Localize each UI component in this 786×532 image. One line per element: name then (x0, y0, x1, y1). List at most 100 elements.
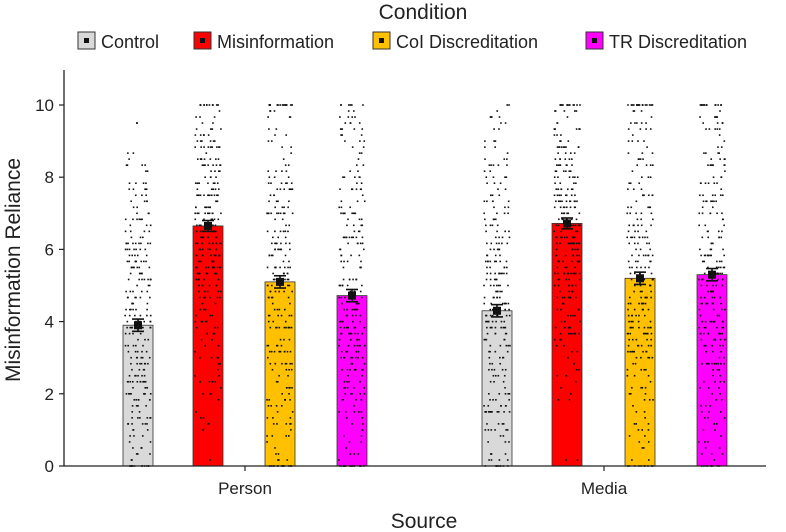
data-point (649, 128, 652, 130)
data-point (140, 218, 142, 221)
data-point (201, 140, 203, 142)
data-point (279, 338, 282, 341)
data-point (503, 338, 506, 341)
data-point (279, 230, 282, 233)
data-point (138, 278, 140, 281)
data-point (645, 164, 648, 166)
data-point (630, 236, 632, 239)
data-point (214, 326, 217, 329)
data-point (132, 429, 135, 431)
data-point (269, 194, 272, 197)
data-point (578, 260, 581, 263)
data-point (496, 411, 499, 413)
data-point (268, 176, 271, 178)
data-point (483, 405, 485, 407)
data-point (199, 104, 202, 106)
data-point (283, 338, 285, 341)
data-point (569, 242, 572, 245)
data-point (286, 272, 289, 275)
data-point (267, 140, 270, 142)
data-point (489, 278, 492, 281)
data-point (491, 194, 494, 197)
data-point (341, 134, 344, 136)
data-point (215, 284, 218, 287)
data-point (628, 266, 631, 269)
data-point (571, 260, 573, 263)
data-point (570, 188, 573, 191)
data-point (202, 164, 205, 166)
data-point (561, 236, 563, 239)
data-point (559, 332, 562, 335)
data-point (651, 164, 654, 166)
data-point (722, 248, 724, 251)
data-point (498, 116, 501, 118)
data-point (641, 290, 643, 293)
data-point (576, 230, 579, 233)
data-point (125, 308, 127, 311)
data-point (721, 272, 723, 275)
data-point (360, 441, 362, 443)
data-point (131, 405, 134, 407)
data-point (220, 386, 222, 389)
data-point (196, 194, 198, 197)
data-point (640, 218, 642, 221)
data-point (566, 188, 569, 191)
data-point (717, 230, 720, 233)
data-point (359, 380, 361, 383)
data-point (641, 236, 644, 239)
data-point (200, 338, 203, 341)
data-point (272, 423, 275, 425)
data-point (212, 224, 214, 227)
data-point (718, 152, 720, 154)
data-point (142, 236, 144, 239)
data-point (210, 218, 213, 221)
data-point (723, 140, 726, 142)
data-point (710, 248, 713, 251)
data-point (493, 278, 496, 281)
data-point (506, 266, 508, 269)
data-point (145, 182, 147, 185)
data-point (712, 242, 714, 245)
data-point (487, 429, 490, 431)
data-point (341, 128, 344, 130)
y-tick-label: 4 (45, 313, 54, 332)
data-point (196, 182, 199, 185)
data-point (554, 128, 557, 130)
data-point (138, 242, 140, 245)
data-point (632, 326, 634, 329)
data-point (353, 110, 355, 112)
data-point (568, 176, 571, 178)
data-point (484, 260, 487, 263)
data-point (211, 128, 214, 130)
data-point (505, 314, 508, 317)
data-point (699, 386, 701, 389)
data-point (207, 164, 209, 166)
data-point (211, 338, 213, 341)
data-point (703, 254, 706, 257)
data-point (200, 417, 202, 419)
data-point (712, 338, 715, 341)
data-point (567, 326, 570, 329)
data-point (485, 314, 488, 317)
data-point (340, 134, 342, 136)
data-point (206, 104, 208, 106)
data-point (560, 104, 563, 106)
data-point (553, 284, 556, 287)
data-point (504, 386, 506, 389)
data-point (706, 302, 709, 305)
data-point (719, 296, 722, 299)
data-point (504, 368, 507, 371)
data-point (358, 218, 361, 221)
data-point (564, 266, 567, 269)
data-point (360, 260, 362, 263)
data-point (267, 314, 270, 317)
data-point (707, 441, 709, 443)
data-point (557, 278, 559, 281)
data-point (702, 260, 704, 263)
data-point (351, 104, 353, 106)
data-point (128, 314, 131, 317)
data-point (636, 104, 638, 106)
data-point (721, 284, 724, 287)
data-point (640, 344, 643, 347)
data-point (214, 380, 217, 383)
